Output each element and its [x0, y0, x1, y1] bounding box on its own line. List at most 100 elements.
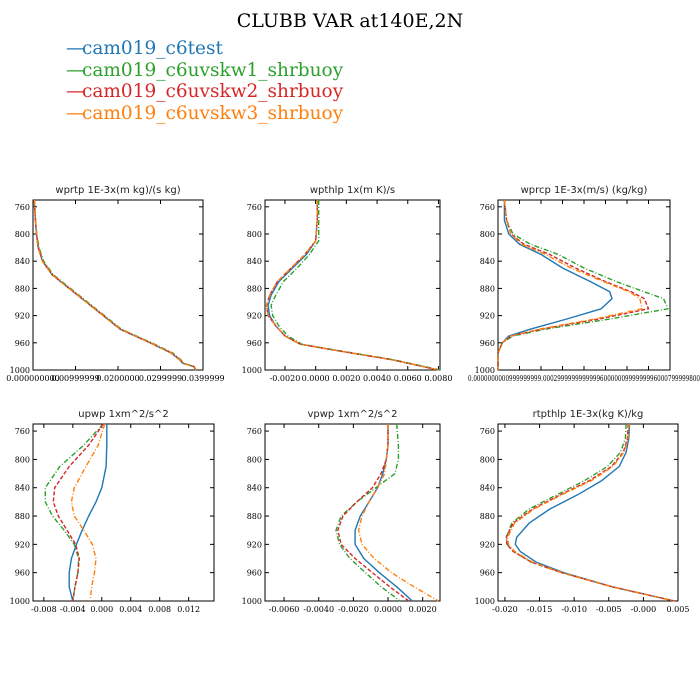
panel-3: wprcp 1E-3x(m/s) (kg/kg) 760 800 840 880 920 9…	[468, 185, 700, 383]
legend-label: cam019_c6uvskw3_shrbuoy	[82, 102, 344, 124]
x-tick-label: 0.0399999	[181, 374, 224, 383]
series-line-cam019_c6uvskw3_shrbuoy	[497, 199, 643, 370]
series-line-cam019_c6test	[497, 200, 613, 370]
y-tick-label: 840	[480, 257, 495, 266]
series-line-cam019_c6uvskw1_shrbuoy	[270, 200, 441, 371]
y-tick-label: 960	[480, 569, 495, 578]
y-tick-label: 920	[247, 540, 262, 549]
y-tick-label: 800	[247, 455, 262, 464]
y-tick-label: 840	[247, 484, 262, 493]
y-tick-label: 880	[247, 284, 262, 293]
plot-frame	[497, 199, 671, 371]
x-tick-label: 0.012	[177, 605, 200, 614]
x-tick-label: 0.000	[90, 605, 113, 614]
y-tick-label: 960	[15, 569, 30, 578]
series-line-cam019_c6uvskw3_shrbuoy	[70, 423, 106, 602]
x-tick-label: 0.0200000	[96, 374, 139, 383]
legend-label: cam019_c6uvskw2_shrbuoy	[82, 81, 344, 102]
x-tick-label: -0.0040	[303, 605, 334, 614]
panel-title: rtpthlp 1E-3x(kg K)/kg	[533, 409, 644, 420]
plot-frame	[497, 423, 679, 602]
panel-1: wprtp 1E-3x(m kg)/(s kg) 760 800 840 880 920 9…	[6, 185, 224, 383]
y-tick-label: 800	[480, 455, 495, 464]
y-tick-label: 920	[480, 312, 495, 321]
x-tick-label: 0.0060	[394, 374, 422, 383]
x-tick-label: 0.004	[119, 605, 142, 614]
series-line-cam019_c6test	[514, 423, 675, 602]
y-tick-label: 880	[480, 512, 495, 521]
x-tick-label: 0.0040	[363, 374, 391, 383]
x-tick-label: 0.00999999	[51, 374, 99, 383]
x-tick-label: 0.0020	[409, 605, 437, 614]
x-tick-label: -0.004	[60, 605, 86, 614]
y-tick-label: 760	[480, 203, 495, 212]
series-line-cam019_c6uvskw3_shrbuoy	[507, 423, 675, 602]
y-tick-label: 1000	[242, 366, 262, 375]
series-line-cam019_c6test	[354, 424, 413, 602]
series-line-cam019_c6uvskw1_shrbuoy	[335, 423, 401, 602]
series-line-cam019_c6uvskw2_shrbuoy	[337, 424, 410, 602]
x-tick-label: 0.005	[667, 605, 690, 614]
y-tick-label: 1000	[475, 597, 495, 606]
panel-title: wpthlp 1x(m K)/s	[310, 185, 395, 196]
plot-frame	[32, 423, 215, 602]
series-line-cam019_c6uvskw1_shrbuoy	[33, 199, 197, 371]
legend-swatch: —	[66, 38, 85, 59]
series-line-cam019_c6uvskw2_shrbuoy	[497, 199, 650, 370]
figure-title: CLUBB VAR at140E,2N	[236, 10, 464, 32]
y-tick-label: 960	[15, 339, 30, 348]
y-tick-label: 880	[15, 512, 30, 521]
y-tick-label: 840	[247, 257, 262, 266]
y-tick-label: 960	[480, 339, 495, 348]
plot-frame	[264, 423, 441, 602]
x-tick-label: -0.0020	[338, 605, 369, 614]
legend-swatch: —	[66, 102, 85, 124]
y-tick-label: 840	[15, 484, 30, 493]
panel-title: wprtp 1E-3x(m kg)/(s kg)	[55, 185, 180, 196]
legend-item-c6test: —cam019_c6test	[66, 38, 343, 60]
plot-frame	[264, 199, 441, 371]
x-tick-label: -0.008	[31, 605, 57, 614]
series-line-cam019_c6uvskw2_shrbuoy	[52, 423, 104, 602]
plot-frame	[32, 199, 204, 371]
y-tick-label: 800	[247, 230, 262, 239]
x-tick-label: 0.0020	[332, 374, 360, 383]
y-tick-label: 880	[247, 512, 262, 521]
legend-item-uvskw1: —cam019_c6uvskw1_shrbuoy	[66, 60, 343, 82]
series-line-cam019_c6test	[33, 199, 196, 371]
y-tick-label: 920	[15, 312, 30, 321]
y-tick-label: 1000	[10, 597, 30, 606]
legend-label: cam019_c6test	[82, 38, 223, 59]
y-tick-label: 840	[480, 484, 495, 493]
series-line-cam019_c6uvskw1_shrbuoy	[497, 199, 669, 370]
x-tick-label: 0.0080	[424, 374, 452, 383]
x-tick-label: -0.015	[527, 605, 553, 614]
x-tick-labels-overlapping: 0.0000000000999999999.000299999999999960…	[468, 374, 700, 383]
legend-item-uvskw2: —cam019_c6uvskw2_shrbuoy	[66, 81, 343, 103]
legend-item-uvskw3: —cam019_c6uvskw3_shrbuoy	[66, 103, 343, 125]
y-tick-label: 880	[15, 284, 30, 293]
y-tick-label: 760	[480, 427, 495, 436]
panel-6: rtpthlp 1E-3x(kg K)/kg 760 800 840 880 920 960…	[475, 409, 690, 614]
x-tick-label: 0.008	[148, 605, 171, 614]
y-tick-label: 1000	[10, 366, 30, 375]
y-tick-label: 1000	[475, 366, 495, 375]
y-tick-label: 800	[15, 230, 30, 239]
x-tick-label: 0.0000	[374, 605, 402, 614]
y-tick-label: 840	[15, 257, 30, 266]
y-tick-label: 960	[247, 569, 262, 578]
series-line-cam019_c6uvskw3_shrbuoy	[33, 199, 197, 371]
series-line-cam019_c6uvskw2_shrbuoy	[265, 200, 439, 371]
x-tick-label: -0.000	[631, 605, 657, 614]
x-tick-label: -0.0020	[270, 374, 301, 383]
series-line-cam019_c6test	[267, 200, 439, 371]
y-tick-label: 960	[247, 339, 262, 348]
y-tick-label: 1000	[242, 597, 262, 606]
x-tick-label: -0.010	[561, 605, 587, 614]
y-tick-label: 760	[247, 427, 262, 436]
series-line-cam019_c6uvskw2_shrbuoy	[505, 423, 675, 602]
y-tick-label: 800	[480, 230, 495, 239]
y-tick-label: 800	[15, 455, 30, 464]
